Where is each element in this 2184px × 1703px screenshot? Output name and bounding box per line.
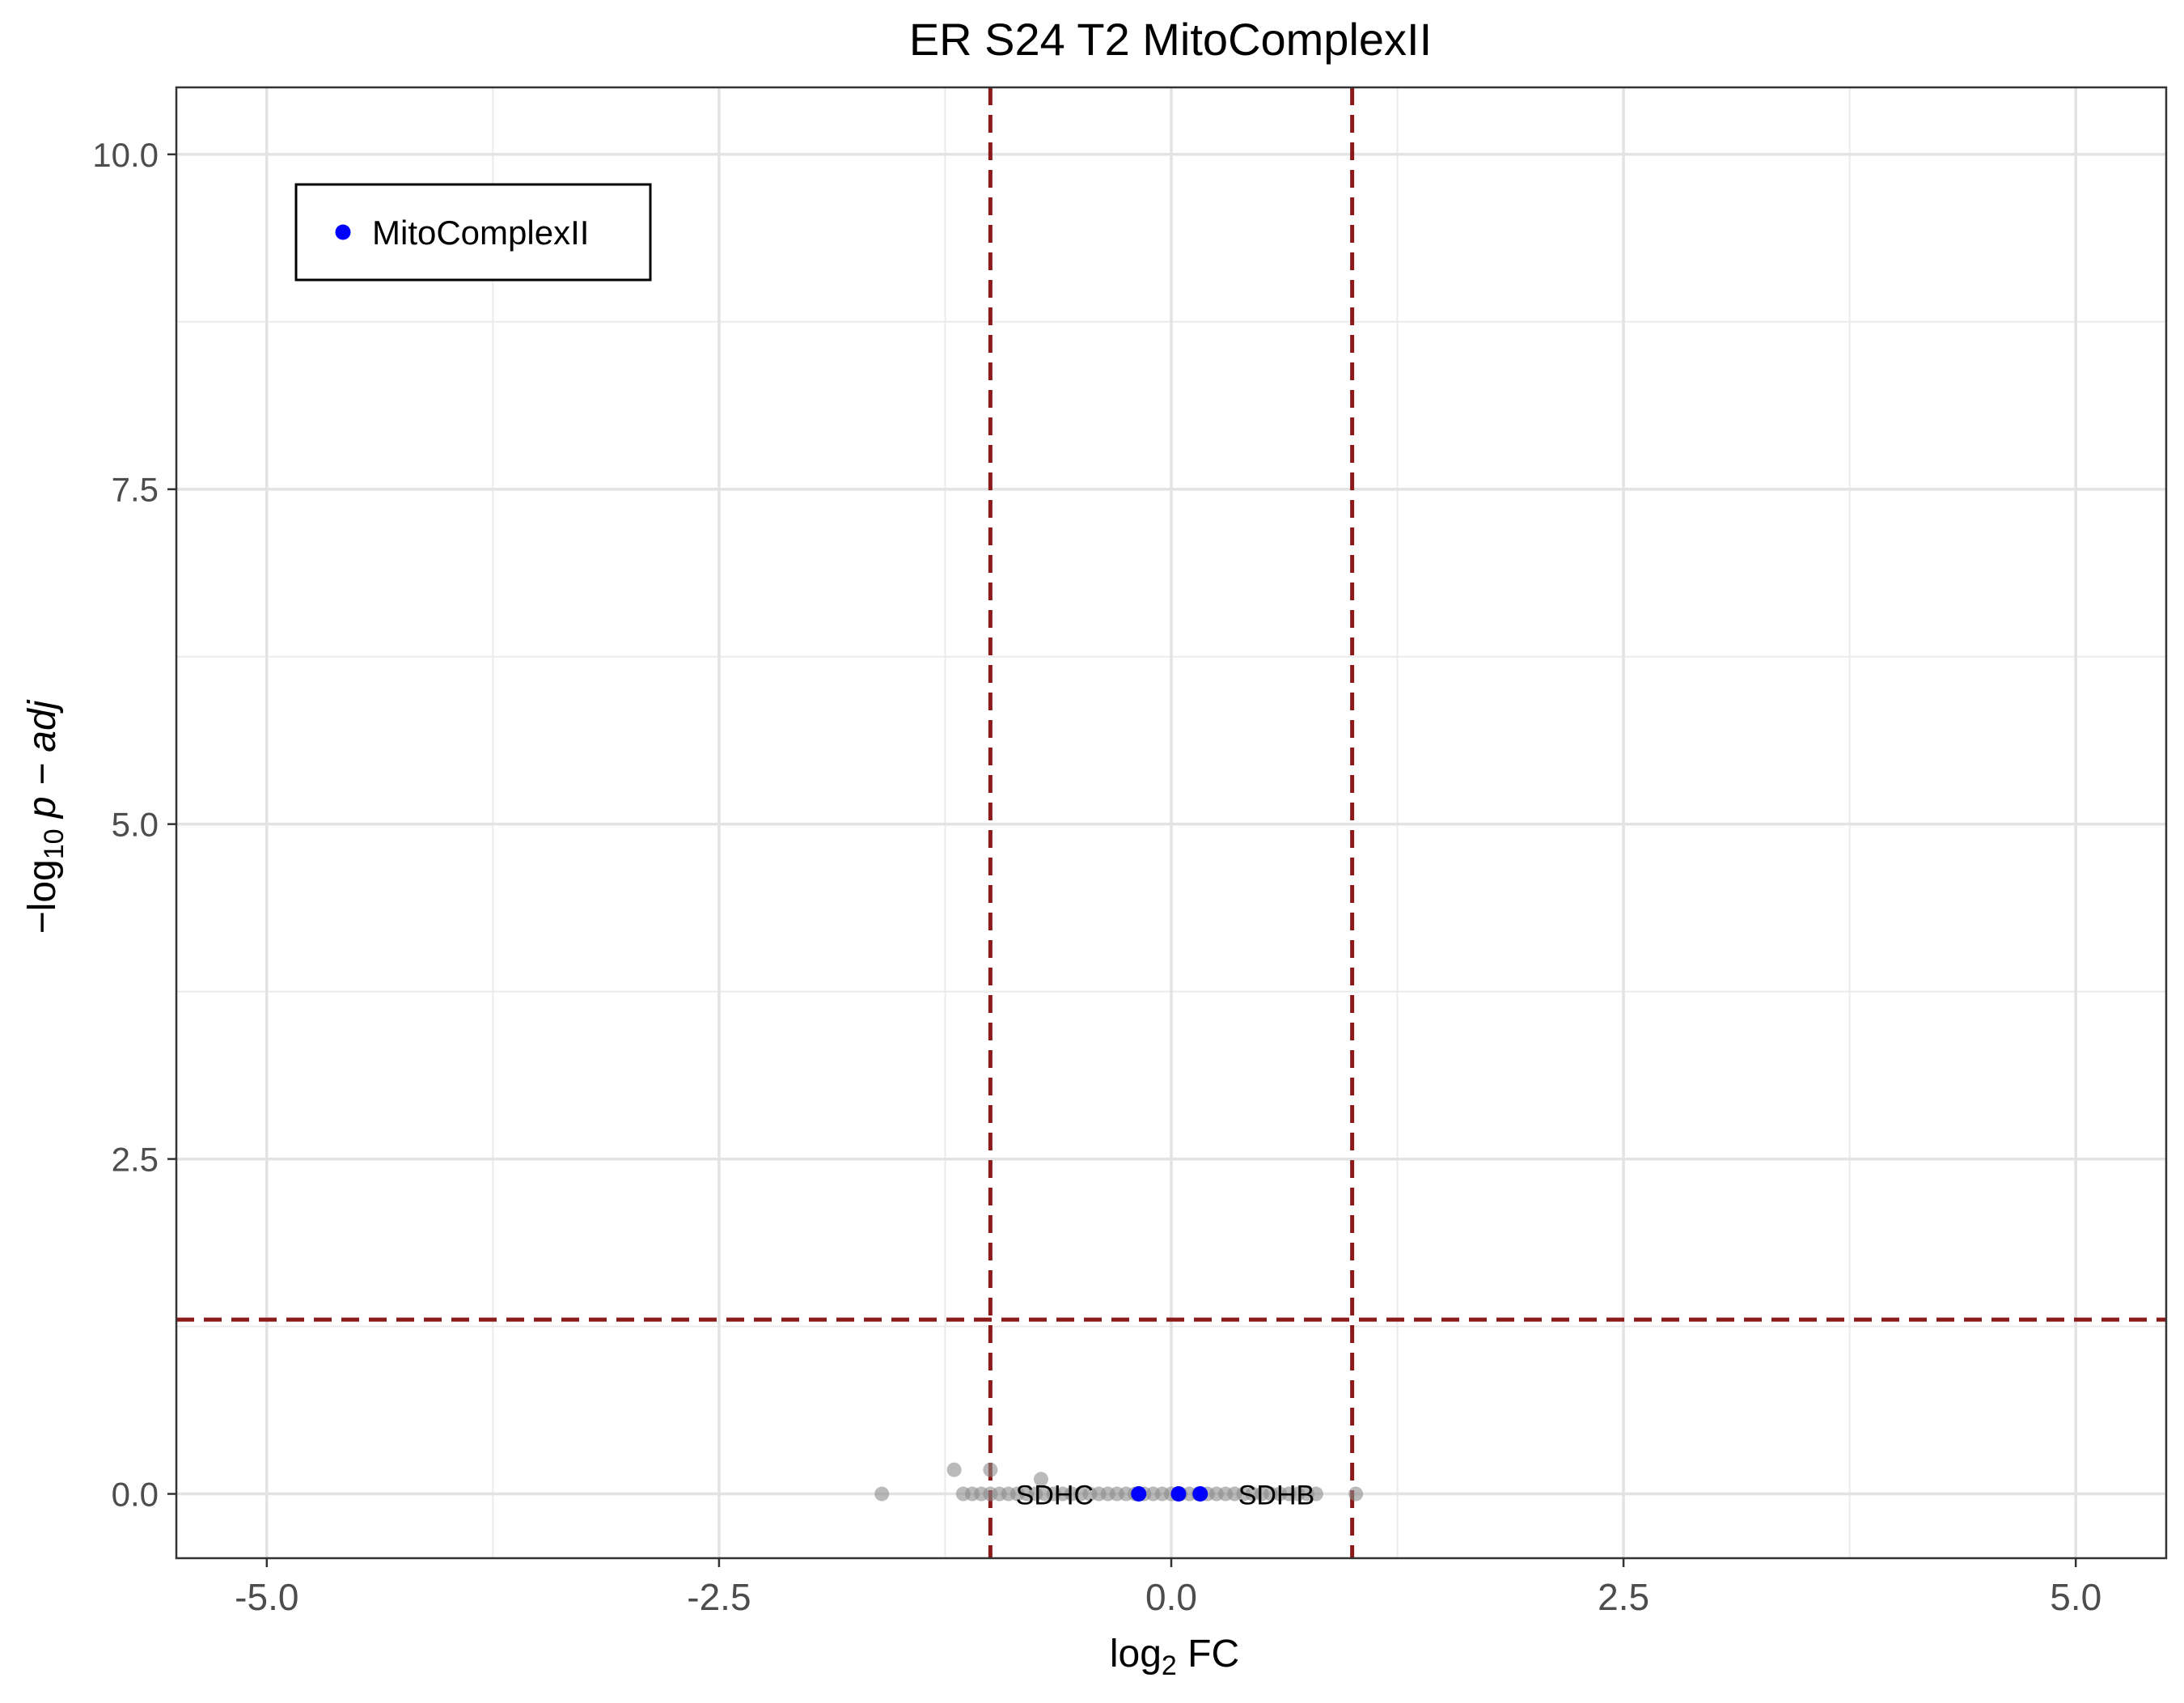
background-point: [1308, 1486, 1323, 1502]
mitocomplexii-point: [1192, 1486, 1208, 1502]
y-tick-label: 0.0: [112, 1476, 159, 1514]
y-axis-title: −log10 p − adj: [21, 699, 70, 934]
mitocomplexii-point: [1170, 1486, 1187, 1502]
mitocomplexii-point: [1131, 1486, 1147, 1502]
background-point: [946, 1462, 962, 1477]
x-tick-label: -2.5: [687, 1576, 751, 1618]
legend-box: [294, 183, 652, 282]
background-point: [874, 1486, 890, 1502]
gene-label: SDHC: [1016, 1481, 1094, 1511]
x-tick-label: 5.0: [2050, 1576, 2101, 1618]
x-tick-label: -5.0: [235, 1576, 298, 1618]
y-tick-label: 10.0: [92, 136, 159, 174]
y-tick-label: 7.5: [112, 471, 159, 509]
background-point: [983, 1462, 998, 1477]
background-point: [1033, 1472, 1048, 1487]
x-axis-title: log2 FC: [1110, 1633, 1239, 1681]
background-point: [1348, 1486, 1364, 1502]
x-tick-label: 2.5: [1598, 1576, 1649, 1618]
legend-marker: [335, 224, 351, 240]
x-tick-label: 0.0: [1145, 1576, 1197, 1618]
gene-label: SDHB: [1238, 1481, 1314, 1511]
y-tick-label: 5.0: [112, 806, 159, 844]
y-tick-label: 2.5: [112, 1141, 159, 1179]
legend-label: MitoComplexII: [372, 214, 589, 252]
chart-title: ER S24 T2 MitoComplexII: [909, 14, 1432, 65]
